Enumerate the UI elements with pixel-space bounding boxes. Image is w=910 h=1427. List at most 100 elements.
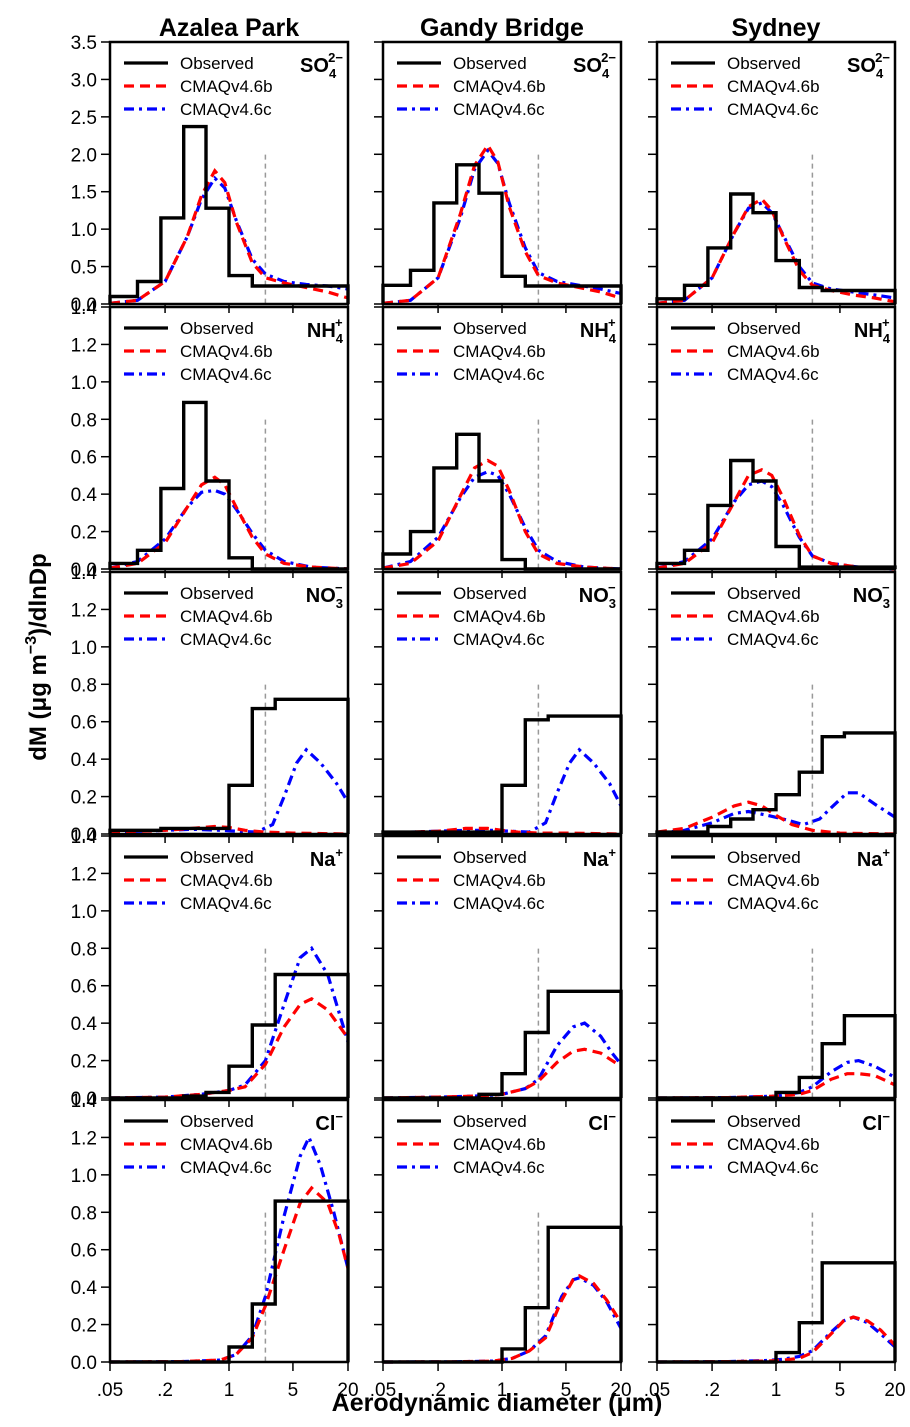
x-tick-label: .05 (644, 1380, 670, 1401)
y-tick-label: 0.8 (71, 410, 97, 431)
y-tick-label: 0.2 (71, 788, 97, 809)
y-tick-label: 1.2 (71, 864, 97, 885)
y-tick-label: 0.4 (71, 750, 98, 771)
legend-label: Observed (727, 1112, 801, 1131)
y-tick-label: 1.0 (71, 373, 97, 394)
species-label: SO42− (847, 50, 890, 81)
species-label: Cl− (315, 1109, 343, 1135)
series-observed-step (381, 714, 623, 834)
panel-gandy-bridge-so4: Observed CMAQv4.6b CMAQv4.6c SO42− (374, 40, 623, 313)
series-cmaqv46c-line (109, 747, 350, 834)
legend-label: CMAQv4.6b (453, 342, 546, 361)
legend-label: CMAQv4.6b (180, 607, 273, 626)
series-observed-step (108, 400, 348, 571)
series-observed-step (383, 1225, 623, 1364)
panel-gandy-bridge-na: Observed CMAQv4.6b CMAQv4.6c Na+ (374, 834, 623, 1107)
legend-label: CMAQv4.6c (180, 894, 272, 913)
legend-label: Observed (453, 54, 527, 73)
series-observed-step (655, 731, 897, 834)
series-cmaqv46c-line (383, 747, 623, 834)
x-tick-label: .2 (430, 1380, 446, 1401)
x-tick-label: .05 (370, 1380, 396, 1401)
y-tick-label: 1.0 (71, 220, 97, 241)
y-tick-label: 1.4 (71, 298, 98, 319)
x-tick-label: 1 (497, 1380, 508, 1401)
panel-azalea-park-no3: 0.0 0.2 0.4 0.6 0.8 1.0 1.2 1.4 Observed CMAQv4.6… (71, 563, 350, 846)
column-title: Sydney (732, 14, 821, 42)
y-tick-label: 0.2 (71, 523, 97, 544)
x-tick-label: 5 (561, 1380, 572, 1401)
legend-label: CMAQv4.6b (453, 871, 546, 890)
legend-label: CMAQv4.6c (453, 100, 545, 119)
panel-sydney-nh4: Observed CMAQv4.6b CMAQv4.6c NH4+ (648, 305, 897, 578)
y-tick-label: 0.0 (71, 825, 97, 846)
legend-label: CMAQv4.6c (180, 630, 272, 649)
panel-azalea-park-cl: 0.0 0.2 0.4 0.6 0.8 1.0 1.2 1.4 .05 .2 1 5 20 Observe… (71, 1091, 359, 1401)
series-cmaqv46b-line (656, 197, 896, 305)
legend-label: CMAQv4.6b (727, 1135, 820, 1154)
y-tick-label: 0.6 (71, 448, 97, 469)
y-tick-label: 0.8 (71, 939, 97, 960)
x-tick-label: 5 (288, 1380, 299, 1401)
legend-label: CMAQv4.6b (453, 77, 546, 96)
series-observed-step (655, 192, 897, 304)
y-tick-label: 1.0 (71, 1166, 97, 1187)
x-tick-label: 20 (884, 1380, 905, 1401)
panel-sydney-so4: Observed CMAQv4.6b CMAQv4.6c SO42− (648, 40, 897, 313)
panel-gandy-bridge-cl: .05 .2 1 5 20 Observed CMAQv4.6b CMAQv4.6c Cl− (370, 1098, 632, 1401)
legend-label: CMAQv4.6c (727, 100, 819, 119)
series-cmaqv46b-line (656, 800, 896, 836)
legend-label: CMAQv4.6b (180, 342, 273, 361)
series-cmaqv46b-line (109, 996, 350, 1100)
series-cmaqv46c-line (109, 488, 349, 571)
legend-label: CMAQv4.6b (180, 1135, 273, 1154)
y-tick-label: 1.4 (71, 1091, 98, 1112)
y-tick-label: 0.4 (71, 1278, 98, 1299)
series-observed-step (110, 972, 350, 1100)
x-tick-label: 20 (337, 1380, 358, 1401)
legend-label: Observed (453, 319, 527, 338)
column-title: Gandy Bridge (420, 14, 584, 42)
y-tick-label: 0.0 (71, 1089, 97, 1110)
y-axis-label: dM (μg m−3)/dlnDp (23, 553, 52, 761)
species-label: NO3− (306, 580, 343, 611)
legend-label: CMAQv4.6c (180, 1158, 272, 1177)
y-tick-label: 3.5 (71, 33, 97, 54)
y-tick-label: 0.0 (71, 295, 97, 316)
y-tick-label: 2.0 (71, 145, 97, 166)
series-observed-step (110, 1199, 350, 1364)
y-tick-label: 1.4 (71, 563, 98, 584)
series-observed-step (383, 989, 623, 1100)
series-observed-step (381, 432, 621, 571)
x-tick-label: 20 (610, 1380, 631, 1401)
column-titles: Azalea Park Gandy Bridge Sydney (159, 14, 821, 42)
x-tick-label: .05 (97, 1380, 123, 1401)
column-title: Azalea Park (159, 14, 299, 42)
x-tick-label: .2 (704, 1380, 720, 1401)
legend-label: Observed (727, 848, 801, 867)
panel-grid: 0.0 0.5 1.0 1.5 2.0 2.5 3.0 3.5 Observed CMAQv4.6… (71, 33, 906, 1401)
y-tick-label: 1.2 (71, 1128, 97, 1149)
species-label: Na+ (310, 845, 344, 871)
series-cmaqv46b-line (656, 1072, 896, 1100)
species-label: NH4+ (580, 315, 617, 346)
panel-azalea-park-na: 0.0 0.2 0.4 0.6 0.8 1.0 1.2 1.4 Observed CMAQv4.6… (71, 827, 350, 1110)
series-cmaqv46b-line (109, 475, 349, 571)
y-tick-label: 0.4 (71, 485, 98, 506)
y-tick-label: 1.0 (71, 902, 97, 923)
series-cmaqv46b-line (382, 458, 622, 571)
legend-label: Observed (180, 319, 254, 338)
series-cmaqv46c-line (656, 791, 896, 835)
legend-label: CMAQv4.6c (727, 630, 819, 649)
legend-label: CMAQv4.6b (727, 342, 820, 361)
legend-label: Observed (180, 1112, 254, 1131)
legend-label: CMAQv4.6c (727, 365, 819, 384)
series-observed-step (108, 697, 350, 834)
y-tick-label: 0.6 (71, 1241, 97, 1262)
y-tick-label: 3.0 (71, 70, 97, 91)
legend-label: Observed (453, 1112, 527, 1131)
legend-label: CMAQv4.6b (453, 1135, 546, 1154)
y-tick-label: 1.4 (71, 827, 98, 848)
panel-gandy-bridge-nh4: Observed CMAQv4.6b CMAQv4.6c NH4+ (374, 305, 623, 578)
